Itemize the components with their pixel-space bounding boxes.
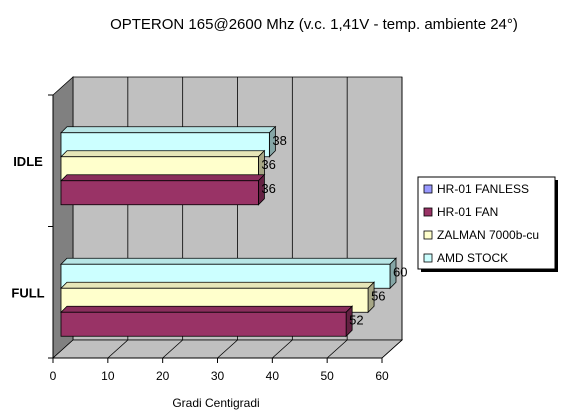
legend-swatch [423,207,433,217]
bar-top [60,150,266,158]
data-label: 56 [371,288,385,303]
chart-title: OPTERON 165@2600 Mhz (v.c. 1,41V - temp.… [110,16,518,33]
legend-swatch [423,184,433,194]
gridline-floor [272,339,293,359]
gridline-floor [381,339,403,359]
bar-top [60,174,266,182]
x-tick-label: 60 [375,369,389,383]
data-label: 38 [272,133,286,148]
gridline-floor [162,339,183,359]
legend-swatch [423,253,433,263]
x-tick-label: 0 [50,369,57,383]
x-tick-label: 40 [266,369,280,383]
data-label: 36 [261,181,275,196]
x-tick-label: 30 [211,369,225,383]
bar-top [60,305,354,313]
x-axis-title: Gradi Centigradi [172,396,259,410]
data-label: 36 [261,157,275,172]
data-label: 52 [349,312,363,327]
gridline-floor [326,339,348,359]
gridline-floor [217,339,238,359]
x-tick-label: 10 [101,369,115,383]
bar-top [60,126,277,134]
x-tick-label: 50 [320,369,334,383]
legend-label: HR-01 FAN [437,205,498,219]
category-label: IDLE [13,154,43,169]
legend-box [417,176,556,270]
legend-label: ZALMAN 7000b-cu [437,228,539,242]
x-tick-label: 20 [156,369,170,383]
legend-label: AMD STOCK [437,251,508,265]
gridline-floor [107,339,129,359]
bar-top [60,281,376,289]
legend-label: HR-01 FANLESS [437,182,529,196]
bar-top [60,257,397,265]
data-label: 60 [393,264,407,279]
category-label: FULL [11,285,44,300]
bar [60,311,347,337]
bar [60,180,259,206]
legend-swatch [423,230,433,240]
